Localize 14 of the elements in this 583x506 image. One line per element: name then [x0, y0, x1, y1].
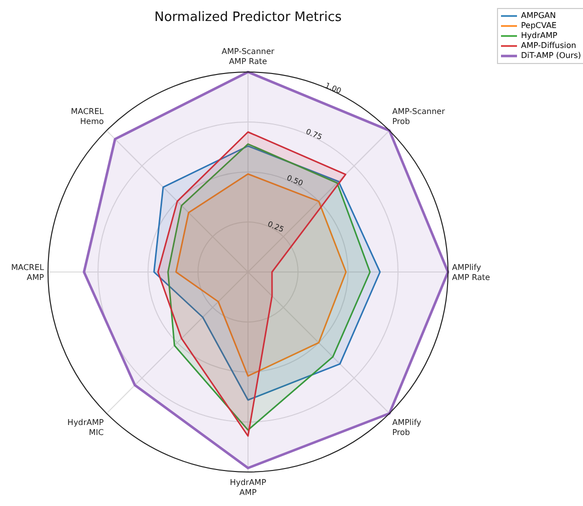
- legend-label: HydrAMP: [521, 31, 558, 41]
- spoke-label: AMP-Scanner Prob: [392, 106, 446, 126]
- spoke-label: MACREL Hemo: [70, 106, 104, 126]
- chart-title: Normalized Predictor Metrics: [153, 10, 343, 25]
- legend-label: AMP-Diffusion: [521, 41, 576, 51]
- spoke-label: AMPlify Prob: [392, 418, 422, 438]
- spoke-label: HydrAMP MIC: [67, 418, 104, 438]
- spoke-label: AMP-Scanner AMP Rate: [222, 47, 276, 66]
- spoke-label: HydrAMP AMP: [230, 478, 266, 497]
- legend-label: DiT-AMP (Ours): [521, 51, 582, 61]
- spoke-label: MACREL AMP: [11, 263, 45, 282]
- spoke-label: AMPlify AMP Rate: [452, 263, 490, 282]
- legend-label: PepCVAE: [521, 21, 557, 31]
- legend-label: AMPGAN: [521, 11, 556, 21]
